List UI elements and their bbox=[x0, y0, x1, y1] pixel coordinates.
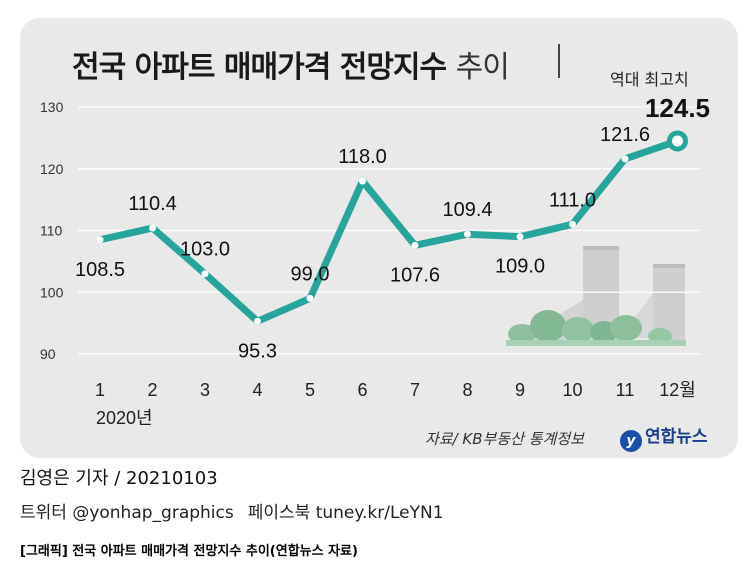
data-label: 111.0 bbox=[549, 189, 596, 211]
data-label: 110.4 bbox=[128, 193, 177, 215]
x-tick-label: 7 bbox=[410, 380, 420, 400]
yonhap-logo: y 연합뉴스 bbox=[620, 422, 708, 452]
x-tick-label: 11 bbox=[616, 380, 635, 400]
data-point bbox=[411, 241, 419, 249]
data-point bbox=[254, 317, 261, 325]
data-label: 108.5 bbox=[75, 259, 125, 281]
title-sub: 추이 bbox=[455, 50, 510, 85]
x-tick-label: 3 bbox=[200, 380, 210, 400]
data-point bbox=[201, 270, 209, 278]
y-tick-label: 90 bbox=[40, 346, 56, 362]
x-tick-label: 1 bbox=[95, 380, 105, 400]
x-tick-label: 10 bbox=[562, 380, 582, 400]
data-label: 107.6 bbox=[390, 264, 440, 286]
logo-text: 연합뉴스 bbox=[645, 427, 708, 447]
record-high-annotation: 역대 최고치 bbox=[610, 70, 689, 89]
data-point bbox=[621, 155, 629, 163]
data-label: 95.3 bbox=[238, 340, 277, 362]
data-label: 118.0 bbox=[338, 146, 387, 168]
title-divider bbox=[558, 44, 560, 78]
source-note: 자료/ KB부동산 통계정보 bbox=[425, 430, 584, 448]
social-links: 트위터 @yonhap_graphics 페이스북 tuney.kr/LeYN1 bbox=[20, 498, 444, 523]
x-tick-label: 4 bbox=[252, 380, 262, 400]
year-label: 2020년 bbox=[96, 408, 153, 428]
apartment-illustration bbox=[506, 246, 686, 346]
data-point bbox=[516, 233, 524, 241]
chart-title: 전국 아파트 매매가격 전망지수 추이 bbox=[72, 42, 510, 86]
data-label: 121.6 bbox=[600, 124, 650, 146]
data-point bbox=[569, 220, 576, 228]
data-label: 109.4 bbox=[442, 199, 492, 221]
image-caption: [그래픽] 전국 아파트 매매가격 전망지수 추이(연합뉴스 자료) bbox=[20, 544, 358, 559]
y-tick-label: 100 bbox=[40, 284, 64, 300]
yonhap-logo-icon: y bbox=[620, 430, 642, 452]
x-tick-label: 2 bbox=[147, 380, 157, 400]
data-point bbox=[149, 224, 156, 232]
y-tick-label: 130 bbox=[40, 99, 64, 115]
x-tick-label: 5 bbox=[305, 380, 315, 400]
byline: 김영은 기자 / 20210103 bbox=[20, 468, 218, 489]
series-line bbox=[96, 137, 681, 325]
data-label: 124.5 bbox=[645, 93, 710, 123]
y-tick-label: 110 bbox=[40, 223, 63, 239]
data-label: 103.0 bbox=[180, 239, 230, 261]
data-point bbox=[464, 230, 471, 238]
data-point bbox=[96, 236, 104, 244]
chart-panel bbox=[20, 18, 738, 458]
facebook-link[interactable]: 페이스북 tuney.kr/LeYN1 bbox=[247, 503, 444, 523]
x-tick-label: 9 bbox=[515, 380, 525, 400]
data-label: 109.0 bbox=[495, 256, 545, 278]
title-main: 전국 아파트 매매가격 전망지수 bbox=[72, 50, 447, 85]
data-point-max bbox=[667, 130, 688, 152]
data-point bbox=[306, 294, 314, 302]
x-tick-label: 8 bbox=[462, 380, 472, 400]
twitter-handle[interactable]: 트위터 @yonhap_graphics bbox=[20, 503, 234, 523]
data-point bbox=[359, 177, 366, 185]
x-tick-label: 12월 bbox=[659, 380, 696, 400]
x-tick-label: 6 bbox=[357, 380, 367, 400]
data-label: 99.0 bbox=[291, 263, 330, 285]
y-tick-label: 120 bbox=[40, 161, 64, 177]
